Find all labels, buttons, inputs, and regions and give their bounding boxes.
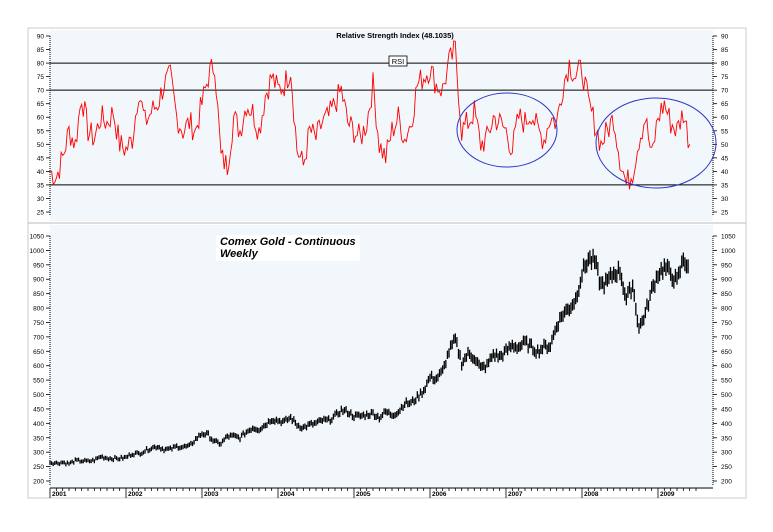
price-title: Comex Gold - Continuous bbox=[220, 236, 356, 248]
y-tick-label-left: 450 bbox=[33, 406, 44, 413]
y-tick-label-right: 700 bbox=[721, 334, 732, 341]
y-tick-label-right: 550 bbox=[721, 378, 732, 385]
y-tick-label-left: 1000 bbox=[30, 248, 45, 255]
rsi-chart: 90 90 85 85 80 80 75 75 70 70 65 65 60 60 55 55 50 50 45 45… bbox=[37, 34, 729, 217]
y-tick-label-left: 80 bbox=[37, 61, 45, 68]
y-tick-label-left: 800 bbox=[33, 306, 44, 313]
annotation-ellipse-2007 bbox=[456, 92, 558, 168]
rsi-line bbox=[49, 40, 691, 190]
x-tick-label: 2007 bbox=[508, 491, 523, 498]
y-tick-label-right: 65 bbox=[721, 101, 729, 108]
y-tick-label-right: 250 bbox=[721, 464, 732, 471]
y-tick-label-left: 60 bbox=[37, 115, 45, 122]
y-tick-label-right: 750 bbox=[721, 320, 732, 327]
y-tick-label-left: 45 bbox=[37, 155, 45, 162]
rsi-label-box bbox=[388, 55, 408, 67]
y-tick-label-right: 60 bbox=[721, 115, 729, 122]
y-tick-label-right: 80 bbox=[721, 61, 729, 68]
price-subtitle: Weekly bbox=[220, 248, 258, 260]
x-tick-label: 2006 bbox=[432, 491, 447, 498]
rsi-panel bbox=[50, 30, 713, 221]
y-tick-label-left: 40 bbox=[37, 169, 45, 176]
y-tick-label-left: 250 bbox=[33, 464, 44, 471]
price-panel bbox=[50, 225, 713, 487]
y-tick-label-left: 850 bbox=[33, 291, 44, 298]
y-tick-label-left: 70 bbox=[37, 88, 45, 95]
y-tick-label-right: 950 bbox=[721, 262, 732, 269]
y-tick-label-left: 35 bbox=[37, 182, 45, 189]
y-tick-label-right: 50 bbox=[721, 142, 729, 149]
y-tick-label-left: 700 bbox=[33, 334, 44, 341]
rsi-title: Relative Strength Index (48.1035) bbox=[336, 31, 454, 40]
y-tick-label-right: 800 bbox=[721, 306, 732, 313]
y-tick-label-right: 30 bbox=[721, 196, 729, 203]
y-tick-label-left: 90 bbox=[37, 34, 45, 41]
annotation-ellipse-2009 bbox=[595, 97, 717, 189]
y-tick-label-right: 450 bbox=[721, 406, 732, 413]
x-tick-label: 2003 bbox=[204, 491, 219, 498]
y-tick-label-left: 650 bbox=[33, 349, 44, 356]
price-legend: Comex Gold - Continuous Weekly bbox=[216, 235, 360, 261]
y-tick-label-right: 40 bbox=[721, 169, 729, 176]
y-tick-label-left: 350 bbox=[33, 435, 44, 442]
y-tick-label-left: 65 bbox=[37, 101, 45, 108]
x-tick-label: 2001 bbox=[52, 491, 67, 498]
y-tick-label-right: 1000 bbox=[721, 248, 736, 255]
y-tick-label-left: 400 bbox=[33, 421, 44, 428]
y-tick-label-right: 35 bbox=[721, 182, 729, 189]
y-tick-label-right: 55 bbox=[721, 128, 729, 135]
y-tick-label-right: 350 bbox=[721, 435, 732, 442]
y-tick-label-left: 1050 bbox=[30, 234, 45, 241]
y-tick-label-right: 85 bbox=[721, 47, 729, 54]
y-tick-label-left: 600 bbox=[33, 363, 44, 370]
y-tick-label-right: 600 bbox=[721, 363, 732, 370]
y-tick-label-right: 850 bbox=[721, 291, 732, 298]
y-tick-label-left: 550 bbox=[33, 378, 44, 385]
y-tick-label-right: 25 bbox=[721, 210, 729, 217]
y-tick-label-right: 500 bbox=[721, 392, 732, 399]
y-tick-label-left: 900 bbox=[33, 277, 44, 284]
y-tick-label-right: 70 bbox=[721, 88, 729, 95]
y-tick-label-right: 200 bbox=[721, 479, 732, 486]
x-tick-label: 2002 bbox=[128, 491, 143, 498]
y-tick-label-left: 55 bbox=[37, 128, 45, 135]
x-tick-label: 2005 bbox=[356, 491, 371, 498]
y-tick-label-right: 650 bbox=[721, 349, 732, 356]
x-tick-label: 2008 bbox=[584, 491, 599, 498]
y-tick-label-right: 400 bbox=[721, 421, 732, 428]
y-tick-label-left: 950 bbox=[33, 262, 44, 269]
x-tick-label: 2004 bbox=[280, 491, 295, 498]
y-tick-label-left: 30 bbox=[37, 196, 45, 203]
y-tick-label-right: 75 bbox=[721, 74, 729, 81]
y-tick-label-left: 85 bbox=[37, 47, 45, 54]
y-tick-label-left: 750 bbox=[33, 320, 44, 327]
y-tick-label-left: 75 bbox=[37, 74, 45, 81]
rsi-label: RSI bbox=[392, 57, 405, 66]
price-chart: 1050 1050 1000 1000 950 950 900 900 850 850 800 800… bbox=[30, 234, 736, 486]
y-tick-label-left: 500 bbox=[33, 392, 44, 399]
y-tick-label-left: 200 bbox=[33, 479, 44, 486]
y-tick-label-right: 45 bbox=[721, 155, 729, 162]
y-tick-label-left: 300 bbox=[33, 450, 44, 457]
y-tick-label-right: 1050 bbox=[721, 234, 736, 241]
y-tick-label-left: 25 bbox=[37, 210, 45, 217]
x-tick-label: 2009 bbox=[660, 491, 675, 498]
y-tick-label-left: 50 bbox=[37, 142, 45, 149]
y-tick-label-right: 90 bbox=[721, 34, 729, 41]
x-axis: 2001 2002 2003 2004 2005 2006 2007 2008 2009 bbox=[49, 487, 713, 498]
y-tick-label-right: 900 bbox=[721, 277, 732, 284]
y-tick-label-right: 300 bbox=[721, 450, 732, 457]
